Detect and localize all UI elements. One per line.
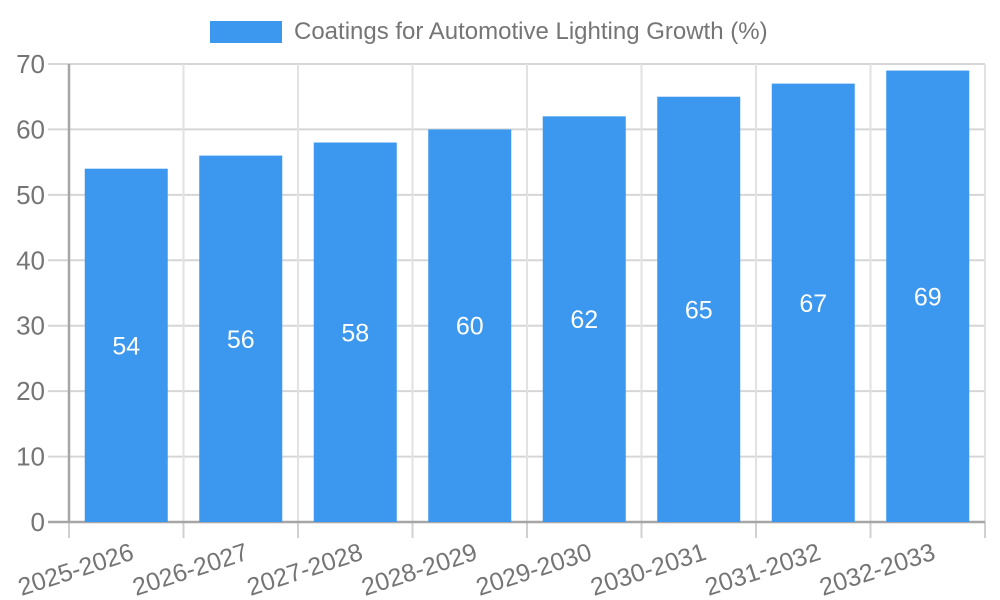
x-axis-tick-label: 2027-2028 [244,538,366,600]
bar-2027-2028[interactable] [313,142,397,522]
bar-value-label: 54 [112,332,140,360]
x-axis-tick-label: 2029-2030 [473,538,595,600]
bar-value-label: 60 [456,313,484,341]
x-axis-tick-label: 2030-2031 [587,538,709,600]
y-axis-tick-label: 20 [16,376,45,406]
bar-value-label: 56 [227,326,255,354]
y-axis-tick-label: 70 [16,49,45,79]
x-axis-tick-label: 2032-2033 [816,538,938,600]
bar-value-label: 67 [799,290,827,318]
legend-swatch-icon [210,21,282,43]
x-axis-tick-label: 2026-2027 [129,538,251,600]
bar-value-label: 62 [570,306,598,334]
y-axis-tick-label: 40 [16,245,45,275]
bar-2032-2033[interactable] [886,70,970,523]
bar-2026-2027[interactable] [199,155,283,522]
bar-value-label: 65 [685,296,713,324]
bar-value-label: 69 [914,283,942,311]
y-axis-tick-label: 30 [16,311,45,341]
y-axis-tick-label: 10 [16,442,45,472]
bar-2028-2029[interactable] [428,129,512,522]
legend[interactable]: Coatings for Automotive Lighting Growth … [210,18,768,46]
x-axis-tick-label: 2031-2032 [702,538,824,600]
bar-2031-2032[interactable] [771,83,855,522]
y-axis-tick-label: 50 [16,180,45,210]
legend-label: Coatings for Automotive Lighting Growth … [294,18,768,45]
bar-2025-2026[interactable] [84,168,168,522]
y-axis-tick-label: 60 [16,114,45,144]
bar-value-label: 58 [341,319,369,347]
bar-2030-2031[interactable] [657,96,741,522]
x-axis-tick-label: 2025-2026 [15,538,137,600]
bar-2029-2030[interactable] [542,116,626,522]
x-axis-tick-label: 2028-2029 [358,538,480,600]
y-axis-tick-label: 0 [31,507,45,537]
